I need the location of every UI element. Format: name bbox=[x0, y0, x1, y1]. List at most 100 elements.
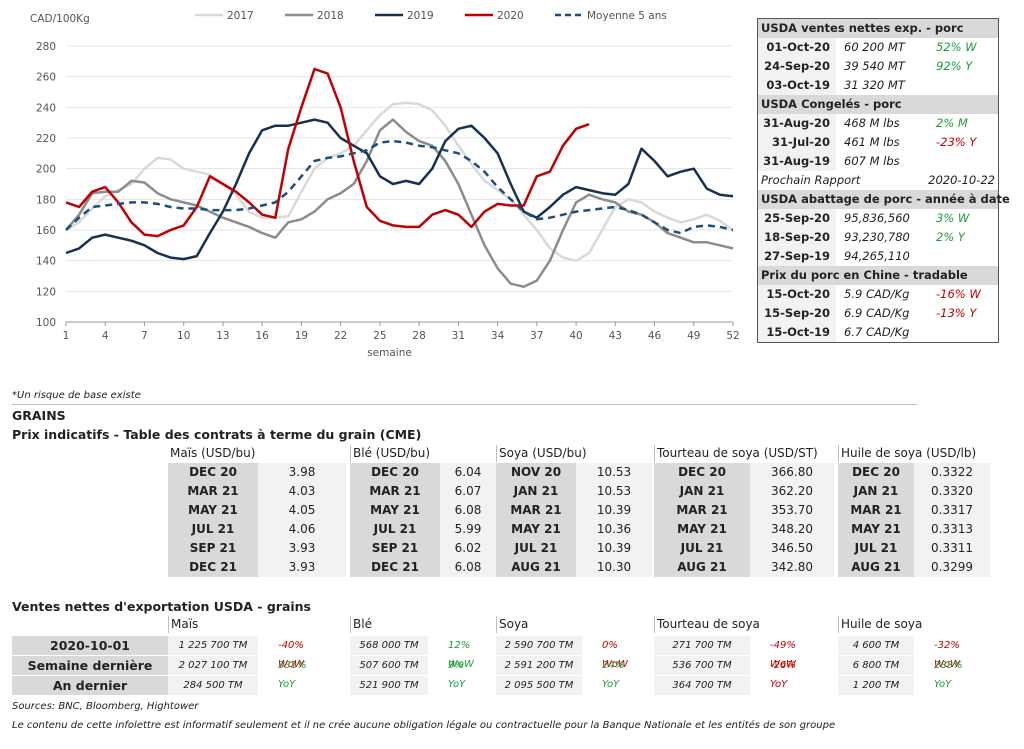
futures-row: JUL 21 5.99 bbox=[350, 520, 496, 539]
exports-change: 24% YoY bbox=[602, 660, 625, 690]
contract-month: JUL 21 bbox=[350, 520, 440, 539]
contract-price: 10.30 bbox=[576, 558, 652, 577]
contract-price: 4.03 bbox=[258, 482, 346, 501]
contract-price: 10.36 bbox=[576, 520, 652, 539]
usda-row: 15-Oct-19 6.7 CAD/Kg bbox=[758, 323, 998, 342]
y-tick-label: 240 bbox=[36, 102, 56, 114]
exports-change: 283% YoY bbox=[934, 660, 963, 690]
contract-month: MAR 21 bbox=[168, 482, 258, 501]
futures-group: DEC 20 6.04 MAR 21 6.07 MAY 21 6.08 JUL 21 5.99… bbox=[350, 463, 496, 577]
exports-volume: 568 000 TM bbox=[350, 636, 428, 655]
contract-price: 346.50 bbox=[750, 539, 834, 558]
exports-title: Ventes nettes d'exportation USDA - grain… bbox=[12, 599, 311, 614]
exports-column-header: Soya bbox=[496, 616, 659, 633]
futures-row: AUG 21 10.30 bbox=[496, 558, 652, 577]
contract-price: 10.53 bbox=[576, 463, 652, 482]
futures-row: DEC 21 3.93 bbox=[168, 558, 346, 577]
contract-month: MAR 21 bbox=[654, 501, 750, 520]
usda-value: 60 200 MT bbox=[844, 40, 905, 54]
y-tick-label: 140 bbox=[36, 256, 56, 268]
exports-change: 9% YoY bbox=[448, 660, 466, 690]
y-axis-label: CAD/100Kg bbox=[30, 13, 90, 25]
usda-value: 5.9 CAD/Kg bbox=[844, 287, 910, 301]
futures-row: MAR 21 4.03 bbox=[168, 482, 346, 501]
futures-group: NOV 20 10.53 JAN 21 10.53 MAR 21 10.39 MAY 21 1… bbox=[496, 463, 652, 577]
usda-row: 24-Sep-20 39 540 MT 92% Y bbox=[758, 57, 998, 76]
exports-volume: 6 800 TM bbox=[838, 656, 914, 675]
y-tick-label: 280 bbox=[36, 41, 56, 53]
usda-value: 94,265,110 bbox=[844, 249, 910, 263]
grains-title: GRAINS bbox=[12, 408, 66, 423]
futures-row: MAR 21 0.3317 bbox=[838, 501, 990, 520]
contract-month: JAN 21 bbox=[654, 482, 750, 501]
futures-row: JUL 21 4.06 bbox=[168, 520, 346, 539]
futures-row: JUL 21 346.50 bbox=[654, 539, 834, 558]
futures-row: DEC 20 366.80 bbox=[654, 463, 834, 482]
usda-date: 18-Sep-20 bbox=[758, 228, 836, 247]
x-tick-label: 16 bbox=[255, 330, 269, 342]
usda-row: 18-Sep-20 93,230,780 2% Y bbox=[758, 228, 998, 247]
contract-month: MAY 21 bbox=[654, 520, 750, 539]
contract-price: 0.3299 bbox=[914, 558, 990, 577]
usda-date: 15-Oct-20 bbox=[758, 285, 836, 304]
contract-price: 0.3311 bbox=[914, 539, 990, 558]
usda-date: 15-Sep-20 bbox=[758, 304, 836, 323]
exports-row-label: An dernier bbox=[12, 676, 168, 695]
usda-summary-box: USDA ventes nettes exp. - porc 01-Oct-20 6… bbox=[757, 18, 1010, 343]
contract-price: 348.20 bbox=[750, 520, 834, 539]
exports-change: -32% WoW bbox=[934, 640, 960, 670]
usda-date: 15-Oct-19 bbox=[758, 323, 836, 342]
contract-price: 6.02 bbox=[440, 539, 496, 558]
futures-row: DEC 20 6.04 bbox=[350, 463, 496, 482]
contract-month: JUL 21 bbox=[496, 539, 576, 558]
x-tick-label: 52 bbox=[726, 330, 739, 342]
usda-date: 25-Sep-20 bbox=[758, 209, 836, 228]
contract-month: MAY 21 bbox=[496, 520, 576, 539]
usda-section-header: USDA Congelés - porc bbox=[758, 95, 998, 114]
contract-month: MAY 21 bbox=[168, 501, 258, 520]
exports-change: -26% YoY bbox=[770, 660, 796, 690]
contract-month: JUL 21 bbox=[168, 520, 258, 539]
x-tick-label: 46 bbox=[648, 330, 662, 342]
contract-month: JUL 21 bbox=[838, 539, 914, 558]
contract-price: 10.39 bbox=[576, 501, 652, 520]
x-tick-label: 37 bbox=[530, 330, 543, 342]
futures-row: AUG 21 342.80 bbox=[654, 558, 834, 577]
exports-volume: 2 590 700 TM bbox=[496, 636, 582, 655]
usda-value: 461 M lbs bbox=[844, 135, 900, 149]
x-tick-label: 31 bbox=[452, 330, 465, 342]
next-report-date: 2020-10-22 bbox=[928, 173, 995, 187]
usda-change: -16% W bbox=[936, 287, 981, 301]
futures-row: MAR 21 353.70 bbox=[654, 501, 834, 520]
contract-price: 6.08 bbox=[440, 501, 496, 520]
futures-row: JAN 21 10.53 bbox=[496, 482, 652, 501]
contract-price: 6.08 bbox=[440, 558, 496, 577]
x-tick-label: 25 bbox=[373, 330, 386, 342]
futures-row: NOV 20 10.53 bbox=[496, 463, 652, 482]
y-tick-label: 160 bbox=[36, 225, 56, 237]
usda-change: -23% Y bbox=[936, 135, 977, 149]
usda-change bbox=[926, 76, 998, 95]
exports-volume: 2 591 200 TM bbox=[496, 656, 582, 675]
exports-column-header: Blé bbox=[350, 616, 513, 633]
contract-month: MAY 21 bbox=[350, 501, 440, 520]
usda-row: 27-Sep-19 94,265,110 bbox=[758, 247, 998, 266]
disclaimer-note: Le contenu de cette infolettre est infor… bbox=[12, 720, 836, 731]
exports-volume: 2 027 100 TM bbox=[168, 656, 258, 675]
usda-date: 31-Aug-19 bbox=[758, 152, 836, 171]
usda-value: 6.7 CAD/Kg bbox=[844, 325, 910, 339]
contract-price: 10.53 bbox=[576, 482, 652, 501]
x-tick-label: 13 bbox=[216, 330, 229, 342]
contract-month: NOV 20 bbox=[496, 463, 576, 482]
usda-change: 3% W bbox=[936, 211, 970, 225]
y-tick-label: 120 bbox=[36, 286, 56, 298]
contract-month: JUL 21 bbox=[654, 539, 750, 558]
futures-group: DEC 20 366.80 JAN 21 362.20 MAR 21 353.70 MAY … bbox=[654, 463, 834, 577]
legend-label: 2018 bbox=[317, 10, 344, 22]
y-tick-label: 180 bbox=[36, 194, 56, 206]
usda-change: -13% Y bbox=[936, 306, 977, 320]
series-line-2019 bbox=[65, 118, 734, 261]
contract-price: 6.07 bbox=[440, 482, 496, 501]
exports-volume: 2 095 500 TM bbox=[496, 676, 582, 695]
contract-month: DEC 20 bbox=[168, 463, 258, 482]
